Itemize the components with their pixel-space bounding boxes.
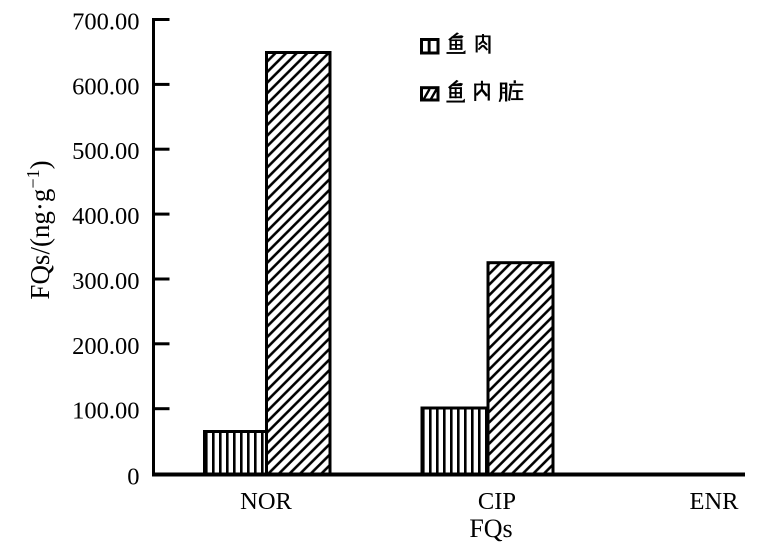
svg-text:FQs: FQs (469, 514, 512, 543)
svg-text:CIP: CIP (478, 488, 516, 515)
svg-text:NOR: NOR (240, 488, 292, 515)
svg-text:0: 0 (127, 464, 139, 491)
svg-text:200.00: 200.00 (72, 333, 139, 360)
svg-text:300.00: 300.00 (72, 268, 139, 295)
svg-text:ENR: ENR (690, 488, 740, 515)
svg-text:600.00: 600.00 (72, 73, 139, 100)
svg-text:100.00: 100.00 (72, 398, 139, 425)
svg-text:700.00: 700.00 (72, 9, 139, 36)
svg-text:500.00: 500.00 (72, 138, 139, 165)
svg-text:400.00: 400.00 (72, 203, 139, 230)
